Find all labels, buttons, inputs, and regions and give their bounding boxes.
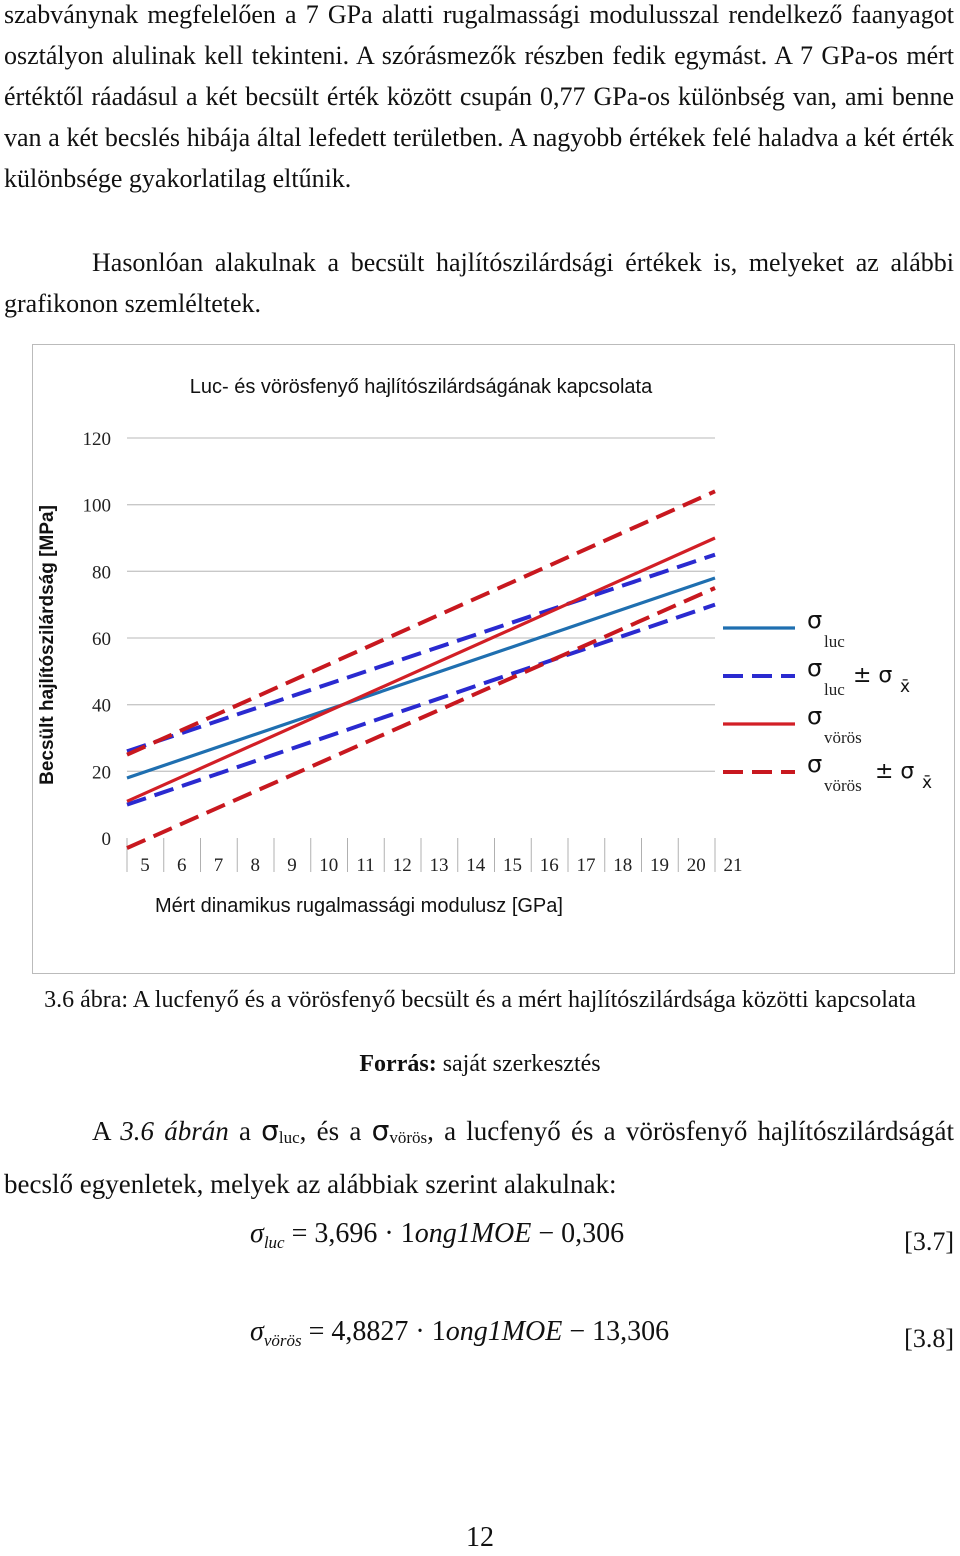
- series-line-voros: [126, 536, 716, 803]
- x-tick-label-18: 18: [613, 855, 632, 876]
- equation-number-3-8: [3.8]: [904, 1324, 954, 1353]
- p3-c: , és a: [299, 1116, 372, 1146]
- figure-caption: 3.6 ábra: A lucfenyő és a vörösfenyő bec…: [44, 987, 916, 1013]
- x-tick-label-10: 10: [319, 855, 338, 876]
- y-tick-label-20: 20: [92, 762, 111, 783]
- legend-sigma-voros: σ: [807, 702, 822, 730]
- chart-svg: Luc- és vörösfenyő hajlítószilárdságának…: [37, 376, 932, 917]
- x-tick-label-6: 6: [177, 855, 187, 876]
- x-tick-label-20: 20: [687, 855, 706, 876]
- figure-3-6: Luc- és vörösfenyő hajlítószilárdságának…: [32, 344, 955, 974]
- legend-sub-luc_band_upper: luc: [824, 680, 845, 699]
- eq1-rhs-b: ong1MOE: [414, 1218, 532, 1249]
- legend-suffix-sub-voros_band_upper: x̄: [922, 773, 932, 793]
- eq1-rhs-c: − 0,306: [531, 1218, 625, 1249]
- sigma-luc-symbol: σ: [261, 1114, 279, 1147]
- legend-suffix-voros_band_upper: ± σ: [875, 759, 914, 784]
- y-axis-label: Becsült hajlítószilárdság [MPa]: [37, 505, 58, 785]
- figure-reference: 3.6 ábrán: [120, 1116, 229, 1146]
- legend-sigma-luc: σ: [807, 606, 822, 634]
- sigma-luc-subscript: luc: [278, 1128, 300, 1147]
- x-tick-label-16: 16: [540, 855, 559, 876]
- y-tick-label-40: 40: [92, 696, 111, 717]
- p3-a: A: [92, 1116, 121, 1146]
- paragraph-intro: szabványnak megfelelően a 7 GPa alatti r…: [4, 0, 954, 193]
- sigma-voros-symbol: σ: [371, 1114, 390, 1147]
- eq2-sigma: σ: [250, 1316, 264, 1347]
- legend-sub-voros: vörös: [824, 728, 862, 747]
- eq2-rhs-c: − 13,306: [562, 1316, 670, 1347]
- legend-suffix-luc_band_upper: ± σ: [853, 663, 892, 688]
- eq1-subscript: luc: [263, 1233, 285, 1252]
- x-tick-label-19: 19: [650, 855, 669, 876]
- x-tick-label-7: 7: [214, 855, 224, 876]
- page-number: 12: [466, 1522, 494, 1553]
- eq2-rhs-b: ong1MOE: [445, 1316, 563, 1347]
- x-tick-label-8: 8: [251, 855, 261, 876]
- series-line-luc_band_upper: [126, 552, 716, 754]
- series-line-luc_band_lower: [126, 602, 716, 807]
- figure-source: Forrás: saját szerkesztés: [0, 1048, 960, 1080]
- equation-3-8: σvörös = 4,8827 · 1ong1MOE − 13,306: [250, 1316, 669, 1351]
- x-tick-label-17: 17: [577, 855, 596, 876]
- series-line-luc: [126, 576, 716, 780]
- source-text: saját szerkesztés: [436, 1051, 601, 1077]
- p3-d: , a lucfenyő és a vörösfenyő hajlítószil…: [4, 1116, 954, 1199]
- legend-sigma-luc_band_upper: σ: [807, 654, 822, 682]
- eq1-rhs-a: = 3,696 · 1: [284, 1218, 415, 1249]
- eq1-sigma: σ: [250, 1218, 264, 1249]
- y-tick-label-60: 60: [92, 629, 111, 650]
- p3-b: a: [228, 1116, 262, 1146]
- equation-3-7: σluc = 3,696 · 1ong1MOE − 0,306: [250, 1218, 624, 1253]
- x-axis-label: Mért dinamikus rugalmassági modulusz [GP…: [155, 895, 563, 917]
- x-tick-label-9: 9: [287, 855, 297, 876]
- legend-sub-voros_band_upper: vörös: [824, 776, 862, 795]
- x-tick-label-14: 14: [466, 855, 486, 876]
- y-tick-label-100: 100: [83, 496, 112, 517]
- chart-title: Luc- és vörösfenyő hajlítószilárdságának…: [190, 376, 653, 398]
- series-line-voros_band_lower: [126, 586, 716, 850]
- legend-sub-luc: luc: [824, 632, 845, 651]
- legend-suffix-sub-luc_band_upper: x̄: [900, 677, 910, 697]
- series-line-voros_band_upper: [126, 489, 716, 757]
- y-tick-label-120: 120: [83, 429, 112, 450]
- y-tick-label-0: 0: [102, 829, 112, 850]
- x-tick-label-12: 12: [393, 855, 412, 876]
- legend-sigma-voros_band_upper: σ: [807, 750, 822, 778]
- x-tick-label-15: 15: [503, 855, 522, 876]
- x-tick-label-11: 11: [356, 855, 374, 876]
- y-tick-label-80: 80: [92, 562, 111, 583]
- x-tick-label-5: 5: [140, 855, 150, 876]
- equation-number-3-7: [3.7]: [904, 1227, 954, 1256]
- eq2-rhs-a: = 4,8827 · 1: [301, 1316, 446, 1347]
- x-tick-label-21: 21: [724, 855, 743, 876]
- paragraph-equations-intro: A 3.6 ábrán a σluc, és a σvörös, a lucfe…: [4, 1108, 954, 1207]
- source-label: Forrás:: [359, 1051, 437, 1077]
- paragraph-chart-intro: Hasonlóan alakulnak a becsült hajlítószi…: [4, 248, 954, 318]
- sigma-voros-subscript: vörös: [389, 1128, 428, 1147]
- x-tick-label-13: 13: [430, 855, 449, 876]
- eq2-subscript: vörös: [263, 1331, 302, 1350]
